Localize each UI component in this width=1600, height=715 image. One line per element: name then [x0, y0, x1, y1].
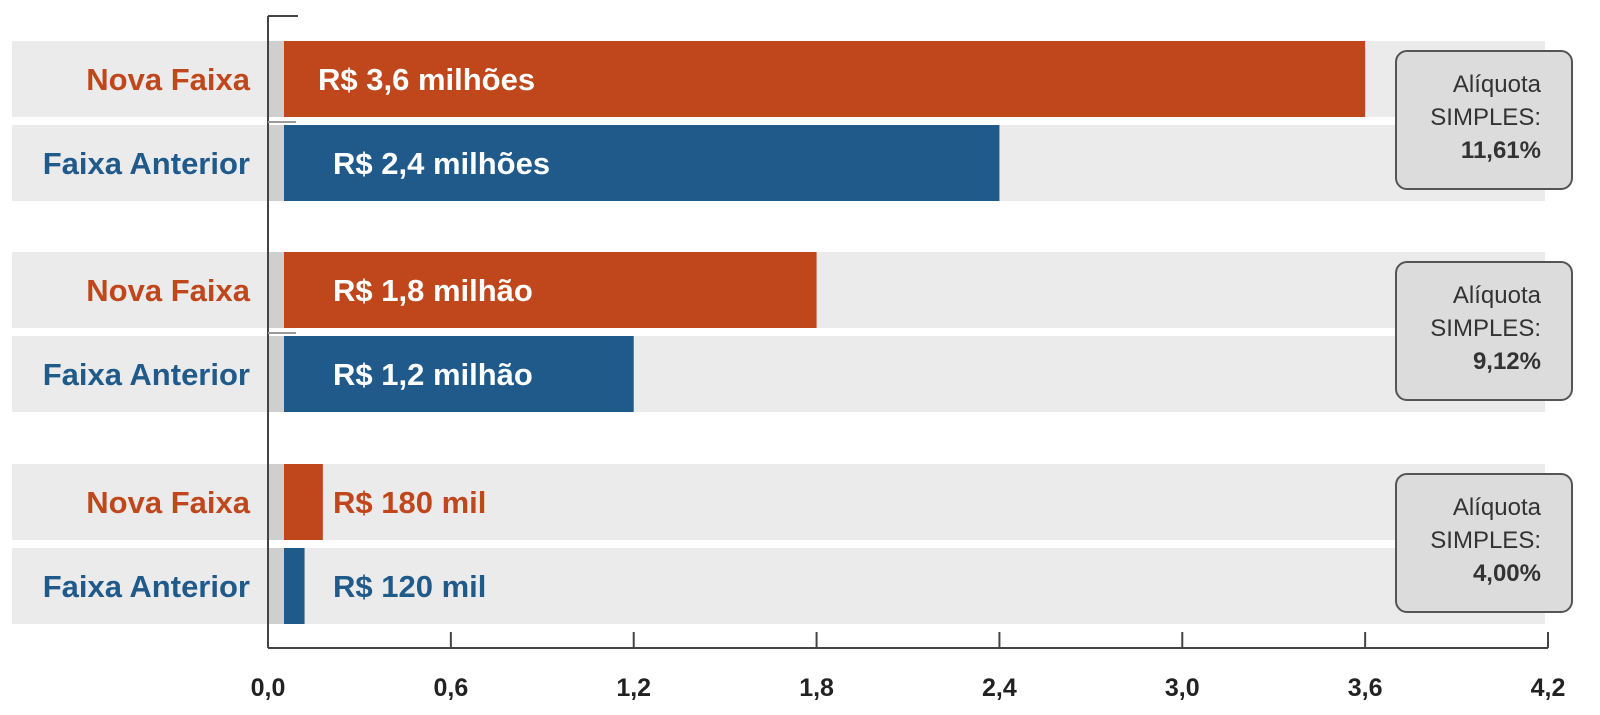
value-label: R$ 3,6 milhões [318, 62, 535, 97]
rate-box-value: 4,00% [1473, 560, 1541, 587]
rate-box-value: 11,61% [1461, 137, 1541, 164]
x-tick-label: 4,2 [1531, 674, 1566, 702]
axes [267, 15, 1548, 649]
x-tick-label: 0,0 [251, 674, 286, 702]
rate-box [1395, 50, 1573, 190]
category-label: Nova Faixa [86, 485, 250, 520]
rate-box-line1: Alíquota [1453, 494, 1542, 521]
bar-root-stub [268, 252, 284, 328]
rate-box [1395, 261, 1573, 401]
value-label: R$ 180 mil [333, 485, 486, 520]
rate-boxes: Alíquota SIMPLES: 11,61% Alíquota SIMPLES: 9,… [1395, 50, 1573, 613]
value-label: R$ 2,4 milhões [333, 146, 550, 181]
rate-box-line2: SIMPLES: [1430, 315, 1541, 342]
bar-anterior-0 [284, 125, 1000, 201]
bar-root-stub [268, 548, 284, 624]
x-tick-label: 1,2 [616, 674, 651, 702]
bar-root-stub [268, 125, 284, 201]
bar-root-stub [268, 464, 284, 540]
category-labels: Nova Faixa Faixa Anterior Nova Faixa Faixa … [43, 62, 251, 604]
value-label: R$ 1,2 milhão [333, 357, 533, 392]
x-tick-label: 0,6 [433, 674, 468, 702]
category-label: Faixa Anterior [43, 146, 250, 181]
rate-box-line1: Alíquota [1453, 71, 1542, 98]
x-tick-label: 1,8 [799, 674, 834, 702]
rate-box-line2: SIMPLES: [1430, 527, 1541, 554]
category-label: Nova Faixa [86, 62, 250, 97]
bar-root-stub [268, 41, 284, 117]
value-labels: R$ 3,6 milhões R$ 2,4 milhões R$ 1,8 milhã… [318, 62, 550, 604]
bar-nova-0 [284, 41, 1366, 117]
category-label: Nova Faixa [86, 273, 250, 308]
rate-box-line2: SIMPLES: [1430, 104, 1541, 131]
x-tick-label: 2,4 [982, 674, 1017, 702]
bar-nova-1 [284, 252, 817, 328]
rate-box-line1: Alíquota [1453, 282, 1542, 309]
value-label: R$ 120 mil [333, 569, 486, 604]
value-label: R$ 1,8 milhão [333, 273, 533, 308]
x-tick-label: 3,0 [1165, 674, 1200, 702]
rate-box-value: 9,12% [1473, 348, 1541, 375]
bar-root-stub [268, 336, 284, 412]
category-label: Faixa Anterior [43, 569, 250, 604]
x-axis-ticks: 0,0 0,6 1,2 1,8 2,4 3,0 3,6 4,2 [251, 632, 1566, 702]
category-label: Faixa Anterior [43, 357, 250, 392]
bar-nova-2 [284, 464, 323, 540]
rate-box [1395, 473, 1573, 613]
bars [284, 41, 1366, 624]
x-tick-label: 3,6 [1348, 674, 1383, 702]
bar-anterior-2 [284, 548, 305, 624]
bar-anterior-1 [284, 336, 634, 412]
